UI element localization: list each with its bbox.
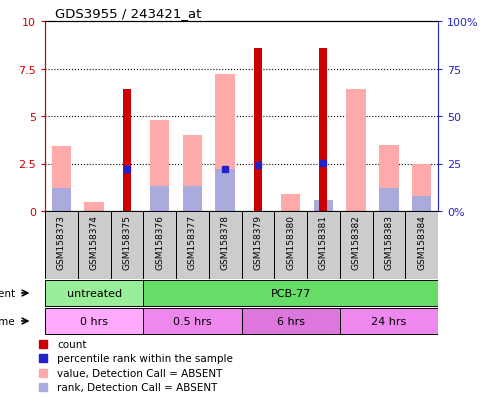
Bar (123, 90, 131, 211)
Bar (379, 189, 398, 211)
Bar (143, 211, 176, 279)
Text: GSM158373: GSM158373 (57, 214, 66, 269)
Bar (85, 202, 104, 211)
Bar (209, 211, 242, 279)
Text: time: time (0, 316, 16, 326)
Bar (242, 211, 274, 279)
Text: GSM158378: GSM158378 (221, 214, 229, 269)
Bar (274, 211, 307, 279)
Bar (242, 309, 340, 334)
Text: count: count (57, 339, 87, 349)
Text: agent: agent (0, 288, 16, 298)
Text: GSM158380: GSM158380 (286, 214, 295, 269)
Text: 0.5 hrs: 0.5 hrs (173, 316, 212, 326)
Bar (143, 309, 242, 334)
Text: GSM158383: GSM158383 (384, 214, 393, 269)
Bar (215, 75, 235, 211)
Bar (183, 136, 202, 211)
Bar (183, 187, 202, 211)
Bar (412, 196, 431, 211)
Text: rank, Detection Call = ABSENT: rank, Detection Call = ABSENT (57, 382, 218, 392)
Bar (111, 211, 143, 279)
Text: GSM158376: GSM158376 (155, 214, 164, 269)
Text: GSM158381: GSM158381 (319, 214, 328, 269)
Text: GSM158375: GSM158375 (122, 214, 131, 269)
Bar (340, 309, 438, 334)
Bar (372, 211, 405, 279)
Bar (307, 211, 340, 279)
Text: 6 hrs: 6 hrs (277, 316, 305, 326)
Bar (150, 187, 170, 211)
Bar (45, 211, 78, 279)
Bar (45, 309, 143, 334)
Text: 0 hrs: 0 hrs (80, 316, 108, 326)
Bar (313, 200, 333, 211)
Text: GSM158377: GSM158377 (188, 214, 197, 269)
Text: PCB-77: PCB-77 (270, 288, 311, 298)
Bar (379, 145, 398, 211)
Bar (52, 147, 71, 211)
Text: GDS3955 / 243421_at: GDS3955 / 243421_at (55, 7, 201, 20)
Bar (176, 211, 209, 279)
Bar (412, 164, 431, 211)
Text: percentile rank within the sample: percentile rank within the sample (57, 354, 233, 363)
Text: GSM158379: GSM158379 (254, 214, 262, 269)
Bar (52, 189, 71, 211)
Text: untreated: untreated (67, 288, 122, 298)
Text: value, Detection Call = ABSENT: value, Detection Call = ABSENT (57, 368, 223, 378)
Bar (340, 211, 372, 279)
Text: 24 hrs: 24 hrs (371, 316, 407, 326)
Bar (254, 48, 262, 211)
Bar (78, 211, 111, 279)
Text: GSM158382: GSM158382 (352, 214, 361, 269)
Bar (319, 48, 327, 211)
Text: GSM158384: GSM158384 (417, 214, 426, 269)
Bar (346, 90, 366, 211)
Bar (143, 281, 438, 306)
Bar (405, 211, 438, 279)
Bar (45, 281, 143, 306)
Bar (150, 121, 170, 211)
Bar (281, 195, 300, 211)
Text: GSM158374: GSM158374 (90, 214, 99, 269)
Bar (215, 170, 235, 211)
